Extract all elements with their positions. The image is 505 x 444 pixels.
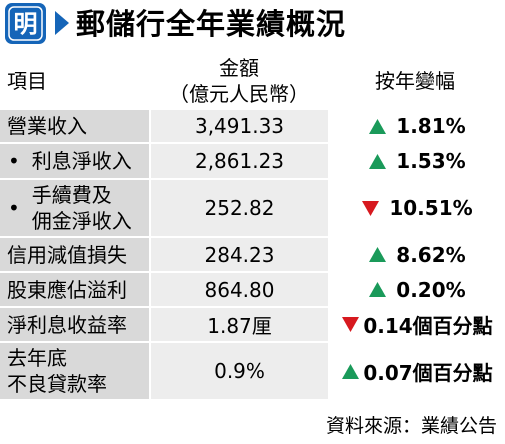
amount-cell: 284.23 (151, 238, 328, 271)
change-value: 0.07個百分點 (363, 360, 493, 385)
header: 明 郵儲行全年業績概況 (0, 0, 505, 48)
item-cell: 去年底 不良貸款率 (0, 343, 149, 399)
column-header-item-label: 項目 (7, 69, 47, 93)
column-header-amount-label: 金額 (219, 56, 259, 80)
up-triangle-icon (342, 363, 360, 379)
change-value: 0.14個百分點 (363, 314, 493, 338)
amount-cell: 864.80 (151, 273, 328, 306)
page-title: 郵儲行全年業績概況 (76, 7, 347, 41)
item-label-line: 淨利息收益率 (7, 312, 127, 337)
item-cell: 股東應佔溢利 (0, 273, 149, 306)
up-triangle-icon (369, 153, 387, 169)
column-header-amount: 金額 （億元人民幣） (150, 52, 328, 110)
item-cell: 信用減值損失 (0, 238, 149, 271)
column-header-item: 項目 (7, 52, 147, 110)
down-triangle-icon (342, 317, 360, 332)
change-cell: 10.51% (330, 180, 505, 236)
change-value: 1.53% (396, 149, 466, 173)
bullet-icon: • (8, 196, 20, 220)
item-label: 營業收入 (7, 113, 87, 139)
item-label-line: 營業收入 (7, 114, 87, 138)
down-triangle-icon (362, 200, 380, 216)
item-label-line: 佣金淨收入 (31, 209, 132, 233)
table-row: 淨利息收益率 1.87厘 0.14個百分點 (0, 308, 505, 341)
change-cell: 0.20% (330, 273, 505, 306)
amount-cell: 0.9% (151, 343, 328, 399)
logo-icon: 明 (8, 6, 43, 41)
item-label-line: 利息淨收入 (31, 149, 132, 173)
item-label-line: 股東應佔溢利 (7, 277, 127, 302)
change-cell: 1.53% (330, 144, 505, 178)
bullet-icon: • (8, 149, 20, 173)
change-value: 1.81% (396, 114, 466, 138)
item-label: 信用減值損失 (7, 242, 127, 268)
up-triangle-icon (369, 247, 387, 262)
item-label: 手續費及 佣金淨收入 (32, 182, 132, 234)
change-value: 0.20% (396, 277, 466, 302)
table-row: 營業收入 3,491.33 1.81% (0, 110, 505, 142)
item-label-line: 信用減值損失 (7, 242, 127, 267)
table-row: 股東應佔溢利 864.80 0.20% (0, 273, 505, 306)
change-value: 8.62% (396, 242, 466, 267)
item-cell: 淨利息收益率 (0, 308, 149, 341)
logo-text: 明 (14, 9, 38, 38)
title-arrow-icon (55, 11, 69, 35)
up-triangle-icon (369, 282, 387, 297)
item-cell: 營業收入 (0, 110, 149, 142)
change-value: 10.51% (389, 196, 473, 220)
item-cell: • 利息淨收入 (0, 144, 149, 178)
change-cell: 1.81% (330, 110, 505, 142)
item-label: 利息淨收入 (32, 148, 132, 174)
item-cell: • 手續費及 佣金淨收入 (0, 180, 149, 236)
up-triangle-icon (369, 118, 387, 134)
column-header-amount-unit: （億元人民幣） (169, 82, 309, 106)
table-row: • 手續費及 佣金淨收入 252.82 10.51% (0, 180, 505, 236)
change-cell: 0.14個百分點 (330, 308, 505, 341)
column-header-change-label: 按年變幅 (375, 69, 455, 93)
ming-pao-logo: 明 (5, 3, 46, 44)
item-label: 淨利息收益率 (7, 312, 127, 338)
source-note: 資料來源：業績公告 (325, 415, 497, 437)
amount-cell: 3,491.33 (151, 110, 328, 142)
item-label-line: 不良貸款率 (7, 372, 107, 396)
item-label-line: 去年底 (7, 346, 67, 370)
change-cell: 8.62% (330, 238, 505, 271)
change-cell: 0.07個百分點 (330, 343, 505, 399)
amount-cell: 252.82 (151, 180, 328, 236)
column-header-change: 按年變幅 (330, 52, 500, 110)
item-label-line: 手續費及 (31, 183, 112, 207)
amount-cell: 1.87厘 (151, 308, 328, 341)
item-label: 去年底 不良貸款率 (7, 345, 107, 397)
table-row: 去年底 不良貸款率 0.9% 0.07個百分點 (0, 343, 505, 399)
amount-cell: 2,861.23 (151, 144, 328, 178)
table-row: • 利息淨收入 2,861.23 1.53% (0, 144, 505, 178)
item-label: 股東應佔溢利 (7, 277, 127, 303)
table-row: 信用減值損失 284.23 8.62% (0, 238, 505, 271)
